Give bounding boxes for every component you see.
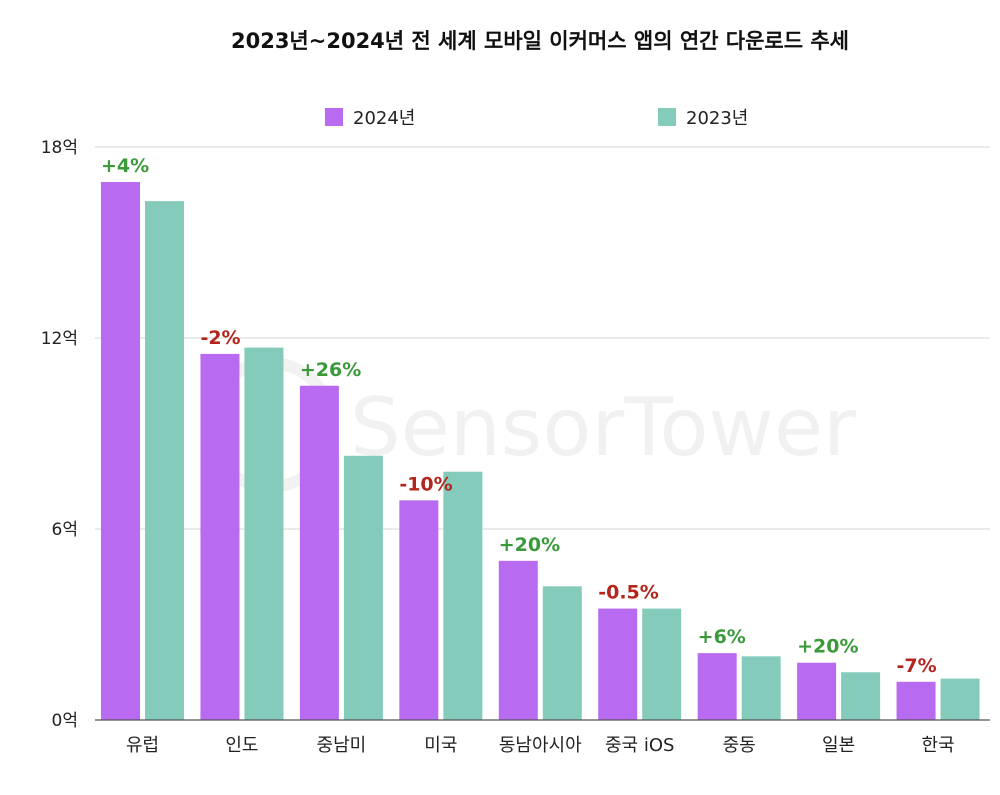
y-tick-label: 18억 [41, 138, 78, 158]
category-label: 유럽 [126, 735, 159, 756]
bar [940, 678, 980, 720]
category-label: 중남미 [317, 735, 367, 756]
watermark-text: SensorTower [350, 381, 856, 474]
chart-title: 2023년~2024년 전 세계 모바일 이커머스 앱의 연간 다운로드 추세 [231, 29, 849, 53]
legend: 2024년 2023년 [325, 108, 748, 129]
category-label: 인도 [225, 735, 258, 756]
bar [542, 586, 582, 720]
y-axis-ticks: 0억 6억 12억 18억 [41, 138, 78, 731]
category-label: 한국 [921, 735, 954, 756]
bar [299, 385, 339, 720]
category-label: 미국 [424, 735, 457, 756]
change-label: +6% [698, 626, 746, 648]
bar [443, 471, 483, 720]
bar [200, 353, 240, 720]
bar [244, 347, 284, 720]
bar [598, 608, 638, 720]
change-labels: +4% -2% +26% -10% +20% -0.5% +6% +20% -7% [101, 155, 937, 677]
change-label: +4% [101, 155, 149, 177]
bar [498, 560, 538, 720]
bar [697, 653, 737, 720]
category-label: 중동 [723, 735, 756, 756]
bar [399, 500, 439, 720]
bar [797, 662, 837, 720]
y-tick-label: 12억 [41, 329, 78, 349]
category-label: 중국 iOS [605, 735, 674, 756]
grid-lines [95, 146, 990, 530]
bar [841, 672, 881, 720]
change-label: +20% [797, 636, 858, 658]
change-label: -10% [399, 473, 452, 495]
bar [896, 681, 936, 720]
change-label: -0.5% [598, 582, 659, 604]
bars [101, 182, 980, 720]
change-label: -2% [200, 327, 240, 349]
legend-label: 2023년 [686, 108, 748, 129]
legend-label: 2024년 [353, 108, 415, 129]
category-label: 동남아시아 [499, 735, 582, 756]
bar [343, 455, 383, 720]
bar [642, 608, 682, 720]
legend-swatch [325, 108, 343, 126]
legend-swatch [658, 108, 676, 126]
y-tick-label: 6억 [52, 520, 78, 540]
change-label: -7% [897, 655, 937, 677]
change-label: +20% [499, 534, 560, 556]
bar [741, 656, 781, 720]
category-label: 일본 [822, 735, 855, 756]
change-label: +26% [300, 359, 361, 381]
bar [101, 182, 140, 720]
x-axis-categories: 유럽 인도 중남미 미국 동남아시아 중국 iOS 중동 일본 한국 [126, 735, 955, 756]
bar [145, 201, 184, 720]
y-tick-label: 0억 [52, 711, 78, 731]
